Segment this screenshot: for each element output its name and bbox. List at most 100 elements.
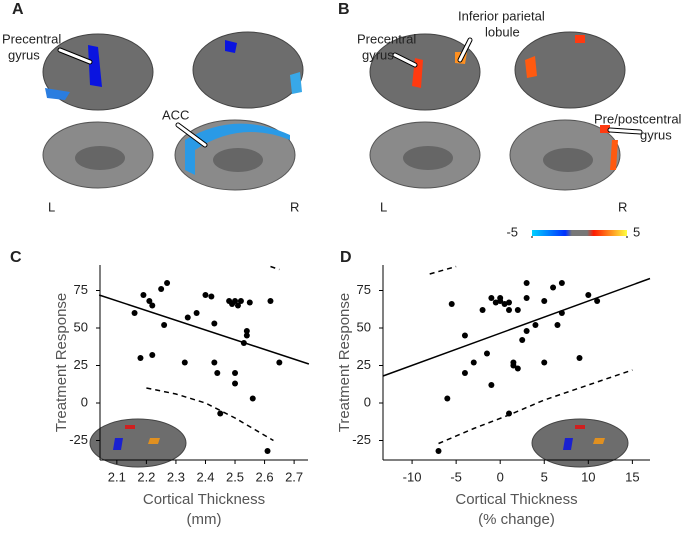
brain-renders-b: [369, 31, 627, 236]
x-tick-label: 15: [625, 469, 639, 484]
point: [202, 292, 209, 298]
annotation: Precentral: [357, 31, 416, 46]
point: [234, 302, 241, 309]
point: [488, 382, 495, 388]
point: [140, 292, 147, 298]
point: [211, 359, 218, 366]
point: [184, 314, 191, 321]
x-tick-label: 2.7: [285, 469, 303, 484]
point: [267, 298, 274, 304]
point: [523, 295, 530, 301]
regression-line: [382, 277, 651, 377]
point: [146, 298, 153, 304]
point: [514, 365, 521, 372]
confidence-band: [429, 265, 457, 275]
y-tick-label: 25: [74, 357, 88, 372]
y-axis-label: Treatment Response: [336, 293, 353, 433]
panel-label: A: [12, 1, 24, 18]
confidence-band: [438, 369, 633, 445]
y-tick-label: 0: [364, 394, 371, 409]
point: [137, 355, 144, 361]
x-tick-label: -5: [450, 469, 462, 484]
x-tick-label: 2.6: [256, 469, 274, 484]
annotation: Inferior parietal: [458, 8, 545, 23]
colorbar-label: 5: [633, 224, 640, 239]
brain-renders-a: [42, 31, 304, 191]
point: [161, 322, 168, 328]
annotation: ACC: [162, 107, 189, 122]
point: [264, 448, 271, 454]
arrows: [57, 37, 643, 148]
panel-label: D: [340, 249, 352, 266]
point: [541, 298, 548, 304]
point: [131, 310, 138, 316]
colorbar: [532, 230, 627, 236]
annotation: lobule: [485, 24, 520, 39]
y-tick-label: 75: [74, 282, 88, 297]
point: [461, 332, 468, 339]
x-axis-label: Cortical Thickness: [143, 491, 265, 508]
point: [232, 380, 239, 387]
point: [558, 280, 565, 286]
panel-label: B: [338, 1, 350, 18]
confidence-band: [270, 265, 280, 271]
panel-label: C: [10, 249, 22, 266]
point: [211, 320, 218, 327]
x-tick-label: -10: [403, 469, 422, 484]
point: [523, 328, 530, 334]
brain-insets: [89, 418, 629, 468]
point: [149, 352, 156, 358]
point: [444, 395, 451, 402]
hemisphere-label: L: [380, 199, 387, 214]
point: [181, 359, 188, 366]
y-axis-label: Treatment Response: [53, 293, 70, 433]
x-tick-label: 10: [581, 469, 595, 484]
point: [488, 295, 495, 301]
x-axis-label: (% change): [478, 511, 555, 528]
point: [510, 359, 517, 366]
annotation: Pre/postcentral: [594, 111, 682, 126]
x-axis-label: (mm): [187, 511, 222, 528]
y-tick-label: 75: [357, 282, 371, 297]
x-tick-label: 0: [497, 469, 504, 484]
point: [506, 307, 513, 313]
point: [550, 284, 557, 291]
x-tick-label: 2.5: [226, 469, 244, 484]
point: [461, 370, 468, 376]
point: [532, 322, 539, 328]
annotation: gyrus: [362, 47, 394, 62]
point: [470, 359, 477, 366]
point: [208, 293, 215, 300]
point: [249, 395, 256, 402]
annotation: gyrus: [640, 127, 672, 142]
point: [243, 328, 250, 334]
point: [523, 280, 530, 286]
point: [497, 298, 504, 304]
point: [158, 286, 165, 292]
colorbar-label: -5: [506, 224, 518, 239]
point: [514, 307, 521, 313]
hemisphere-label: R: [290, 199, 299, 214]
y-tick-label: -25: [352, 432, 371, 447]
y-tick-label: 50: [357, 319, 371, 334]
point: [164, 280, 171, 286]
point: [276, 359, 283, 366]
point: [237, 298, 244, 304]
y-tick-label: -25: [69, 432, 88, 447]
point: [243, 332, 250, 339]
annotation: gyrus: [8, 47, 40, 62]
point: [232, 370, 239, 376]
point: [232, 298, 239, 304]
x-tick-label: 2.2: [137, 469, 155, 484]
point: [149, 302, 156, 309]
hemisphere-label: L: [48, 199, 55, 214]
x-tick-label: 2.1: [108, 469, 126, 484]
point: [214, 370, 221, 376]
point: [217, 410, 224, 417]
point: [554, 322, 561, 328]
y-tick-label: 25: [357, 357, 371, 372]
x-tick-label: 5: [541, 469, 548, 484]
point: [576, 355, 583, 361]
point: [506, 299, 513, 306]
